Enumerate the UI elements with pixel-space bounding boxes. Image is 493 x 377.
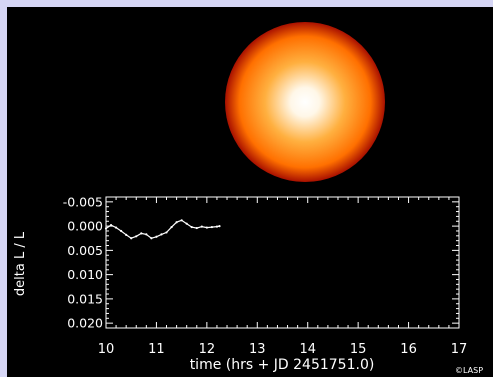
- plot-frame: [105, 196, 460, 329]
- data-point: [215, 225, 219, 228]
- x-tick-label: 13: [249, 342, 266, 357]
- data-point: [165, 231, 168, 234]
- x-tick-label: 17: [451, 342, 468, 357]
- y-axis-label: delta L / L: [13, 231, 28, 296]
- data-point: [185, 222, 188, 225]
- data-point: [155, 235, 158, 238]
- x-tick-label: 15: [350, 342, 367, 357]
- series-line: [105, 219, 220, 239]
- data-point: [218, 225, 221, 228]
- data-point: [195, 226, 198, 230]
- data-point: [210, 225, 213, 229]
- data-point: [190, 225, 193, 229]
- data-point: [109, 224, 113, 227]
- data-point: [205, 226, 208, 229]
- display-panel: 10 11 12 13 14 15 16 17 -0.005 0.000 0.005 0.010 0.…: [7, 7, 493, 377]
- data-point: [180, 219, 183, 222]
- sun-disk: [225, 22, 385, 182]
- x-tick-label: 11: [148, 342, 165, 357]
- data-point: [114, 226, 118, 229]
- data-point: [200, 225, 203, 228]
- chart-svg: 10 11 12 13 14 15 16 17 -0.005 0.000 0.005 0.010 0.…: [13, 22, 483, 375]
- y-tick-label: 0.000: [67, 219, 103, 234]
- x-ticks: 10 11 12 13 14 15 16 17: [98, 197, 468, 357]
- y-tick-label: 0.010: [67, 267, 103, 282]
- lasp-logo: ©LASP: [455, 366, 483, 375]
- data-point: [175, 221, 178, 224]
- series-group: [104, 219, 221, 240]
- y-tick-label: 0.005: [67, 243, 103, 258]
- data-point: [130, 237, 133, 240]
- x-tick-label: 12: [199, 342, 216, 357]
- data-point: [104, 227, 108, 230]
- x-tick-label: 16: [400, 342, 417, 357]
- x-tick-label: 10: [98, 342, 115, 357]
- data-point: [140, 232, 143, 235]
- y-tick-label: -0.005: [63, 194, 103, 209]
- data-point: [120, 229, 123, 233]
- data-point: [160, 233, 163, 236]
- data-point: [135, 235, 138, 238]
- data-point: [170, 225, 173, 229]
- y-ticks: -0.005 0.000 0.005 0.010 0.015 0.020: [63, 194, 459, 331]
- data-point: [145, 233, 148, 236]
- x-axis-label: time (hrs + JD 2451751.0): [190, 357, 375, 373]
- y-tick-label: 0.015: [67, 291, 103, 306]
- y-tick-label: 0.020: [67, 316, 103, 331]
- data-point: [125, 233, 128, 236]
- data-point: [150, 237, 153, 240]
- x-tick-label: 14: [299, 342, 316, 357]
